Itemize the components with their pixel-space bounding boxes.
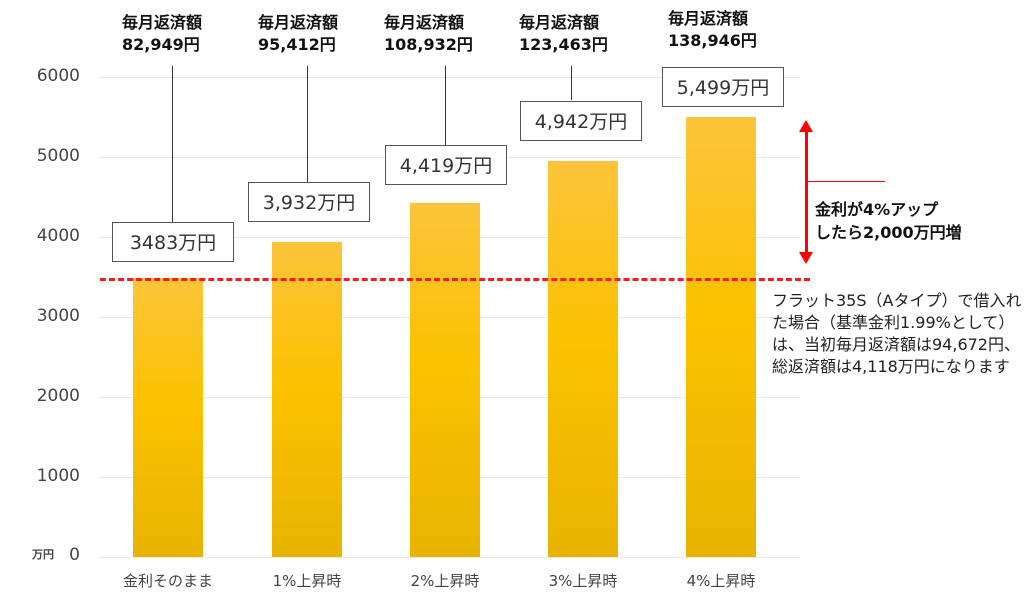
bar-rate-plus-3	[548, 161, 618, 557]
bar-rate-plus-4	[686, 117, 756, 557]
ytick-0: 0	[69, 545, 80, 565]
monthly-repayment-3: 毎月返済額 108,932円	[384, 12, 473, 56]
arrow-up-icon	[799, 120, 813, 132]
baseline-0	[100, 557, 800, 558]
reference-line-current-rate	[100, 278, 810, 281]
monthly-repayment-2: 毎月返済額 95,412円	[258, 12, 338, 56]
monthly-amount: 123,463円	[519, 35, 608, 54]
value-label-5: 5,499万円	[662, 67, 784, 107]
increase-arrow-shaft	[805, 130, 808, 256]
monthly-repayment-1: 毎月返済額 82,949円	[122, 12, 202, 56]
leader-line-2	[307, 66, 308, 182]
value-label-3: 4,419万円	[385, 145, 507, 185]
ytick-4000: 4000	[36, 226, 80, 246]
monthly-title: 毎月返済額	[668, 9, 749, 28]
xtick-rate-unchanged: 金利そのまま	[122, 572, 213, 590]
ytick-1000: 1000	[36, 466, 80, 486]
monthly-amount: 138,946円	[668, 31, 757, 50]
ytick-5000: 5000	[36, 146, 80, 166]
monthly-amount: 82,949円	[122, 35, 200, 54]
xtick-rate-plus-2: 2%上昇時	[410, 572, 480, 590]
value-label-4: 4,942万円	[520, 101, 642, 141]
xtick-rate-plus-4: 4%上昇時	[686, 572, 756, 590]
arrow-down-icon	[799, 252, 813, 264]
monthly-amount: 95,412円	[258, 35, 336, 54]
xtick-rate-plus-1: 1%上昇時	[272, 572, 342, 590]
ytick-3000: 3000	[36, 306, 80, 326]
leader-line-4	[571, 66, 572, 100]
gridline-6000	[100, 77, 800, 78]
monthly-repayment-4: 毎月返済額 123,463円	[519, 12, 608, 56]
increase-callout-line	[808, 181, 885, 182]
bar-rate-plus-1	[272, 242, 342, 557]
monthly-title: 毎月返済額	[384, 13, 465, 32]
leader-line-1	[172, 66, 173, 222]
ytick-2000: 2000	[36, 386, 80, 406]
xtick-rate-plus-3: 3%上昇時	[548, 572, 618, 590]
value-label-1: 3483万円	[112, 222, 234, 262]
monthly-title: 毎月返済額	[519, 13, 600, 32]
monthly-repayment-5: 毎月返済額 138,946円	[668, 8, 757, 52]
bar-rate-plus-2	[410, 203, 480, 557]
flat35-annotation: フラット35S（Aタイプ）で借入れた場合（基準金利1.99%として）は、当初毎月…	[772, 291, 1022, 376]
ytick-6000: 6000	[36, 66, 80, 86]
bar-rate-unchanged	[133, 278, 203, 557]
monthly-title: 毎月返済額	[122, 13, 203, 32]
value-label-2: 3,932万円	[248, 182, 370, 222]
monthly-title: 毎月返済額	[258, 13, 339, 32]
leader-line-3	[445, 66, 446, 145]
increase-annotation: 金利が4%アップ したら2,000万円増	[815, 200, 962, 242]
y-axis-unit: 万円	[32, 548, 54, 561]
monthly-amount: 108,932円	[384, 35, 473, 54]
